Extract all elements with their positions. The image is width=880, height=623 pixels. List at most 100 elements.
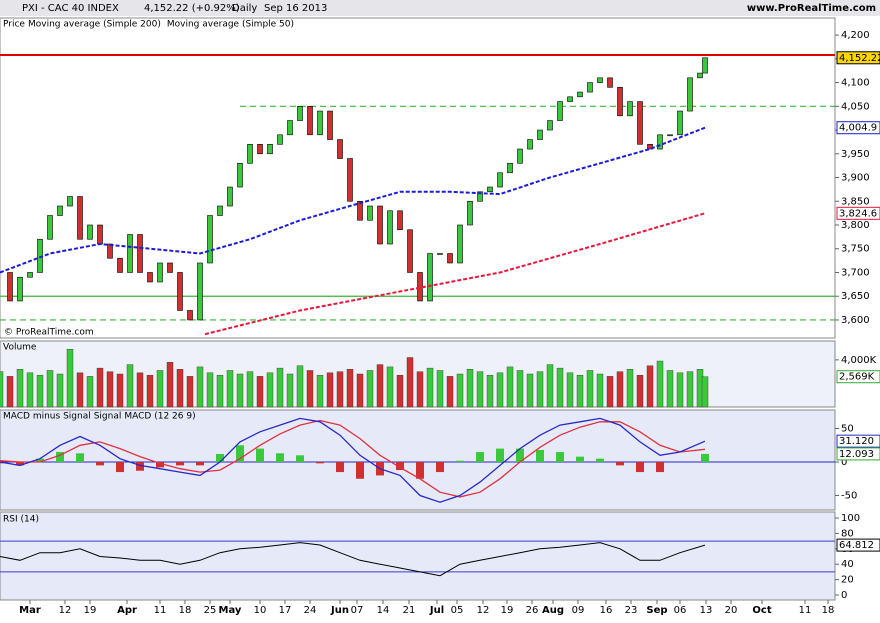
volume-bar (436, 370, 444, 408)
histogram-bar (316, 462, 324, 464)
histogram-bar (616, 462, 624, 466)
legend-entry: Signal (94, 412, 122, 422)
candle (387, 210, 393, 245)
candle (327, 110, 333, 140)
volume-bar (56, 373, 64, 408)
histogram-bar (701, 453, 709, 463)
volume-bar (0, 371, 4, 408)
rsi-line (0, 542, 706, 577)
candle (627, 101, 633, 117)
volume-bar (666, 370, 674, 408)
y-tick-label: 4,050 (841, 101, 870, 112)
volume-bar (536, 371, 544, 408)
histogram-bar (536, 449, 544, 463)
candle (437, 253, 443, 255)
candle (547, 120, 553, 131)
x-tick-label: 12 (59, 605, 72, 616)
credit: © ProRealTime.com (4, 328, 94, 338)
candle (227, 186, 233, 207)
header-period: Daily (232, 3, 257, 14)
hist-last: 12.093 (839, 449, 874, 460)
y-tick-label: 3,600 (841, 315, 870, 326)
x-tick-label: Jun (330, 605, 349, 616)
volume-bar (266, 372, 274, 408)
volume-bar (16, 369, 24, 408)
volume-bar (516, 370, 524, 408)
candle (107, 243, 113, 259)
x-tick-label: Aug (542, 605, 564, 616)
x-tick-label: 19 (501, 605, 514, 616)
macd-last: 31.120 (839, 436, 874, 447)
candle (467, 200, 473, 226)
volume-bar (376, 364, 384, 408)
x-tick-label: 05 (451, 605, 464, 616)
volume-bar (66, 349, 74, 408)
volume-bar (36, 374, 44, 408)
histogram-bar (336, 462, 344, 473)
volume-bar (486, 374, 494, 408)
volume-bar (146, 374, 154, 408)
histogram-bar (96, 462, 104, 466)
y-tick-label: -50 (841, 491, 857, 502)
x-tick-label: 23 (625, 605, 638, 616)
volume-bar (206, 372, 214, 408)
candle (537, 129, 543, 140)
candle (127, 234, 133, 273)
x-tick-label: Oct (752, 605, 771, 616)
y-tick-label: 100 (841, 513, 860, 524)
candle (517, 148, 523, 164)
candle (407, 229, 413, 273)
candle (367, 205, 373, 221)
ma-last: 3,824.6 (839, 208, 877, 219)
y-tick-label: 3,950 (841, 149, 870, 160)
candle (167, 262, 173, 273)
candle (487, 186, 493, 193)
volume-bar (116, 373, 124, 408)
volume-bar (336, 371, 344, 408)
volume-bar (226, 370, 234, 408)
histogram-bar (516, 448, 524, 463)
histogram-bar (116, 462, 124, 473)
candle (67, 196, 73, 207)
volume-bar (676, 372, 684, 408)
x-tick-label: Jul (429, 605, 444, 616)
volume-bar (26, 372, 34, 408)
volume-bar (76, 372, 84, 408)
volume-bar (496, 372, 504, 408)
volume-bar (656, 360, 664, 408)
volume-last-box (836, 370, 880, 384)
volume-bar (196, 366, 204, 408)
candle (637, 101, 643, 145)
candle (597, 77, 603, 83)
histogram-bar (556, 451, 564, 463)
candle (417, 272, 423, 302)
candle (337, 139, 343, 159)
histogram-bar (156, 462, 164, 468)
candle (697, 72, 703, 79)
y-tick-label: 3,800 (841, 220, 870, 231)
volume-bar (216, 374, 224, 408)
candle (197, 262, 203, 321)
volume-bar (46, 370, 54, 408)
x-tick-label: 18 (179, 605, 192, 616)
header-bar (0, 0, 880, 16)
histogram-bar (656, 462, 664, 473)
panel-title: RSI (14) (3, 515, 39, 525)
candle (677, 110, 683, 136)
candle (657, 134, 663, 150)
candle (307, 106, 313, 136)
candle (577, 91, 583, 98)
candle (277, 134, 283, 145)
volume-bar (446, 376, 454, 408)
histogram-bar (56, 451, 64, 463)
candle (237, 162, 243, 188)
candle (27, 272, 33, 278)
volume-bar (236, 373, 244, 408)
histogram-bar (416, 462, 424, 479)
x-tick-label: 26 (526, 605, 539, 616)
rsi-last-box (836, 538, 880, 552)
y-tick-label: 40 (841, 559, 854, 570)
legend-title: Price (3, 20, 25, 30)
volume-bar (556, 367, 564, 408)
